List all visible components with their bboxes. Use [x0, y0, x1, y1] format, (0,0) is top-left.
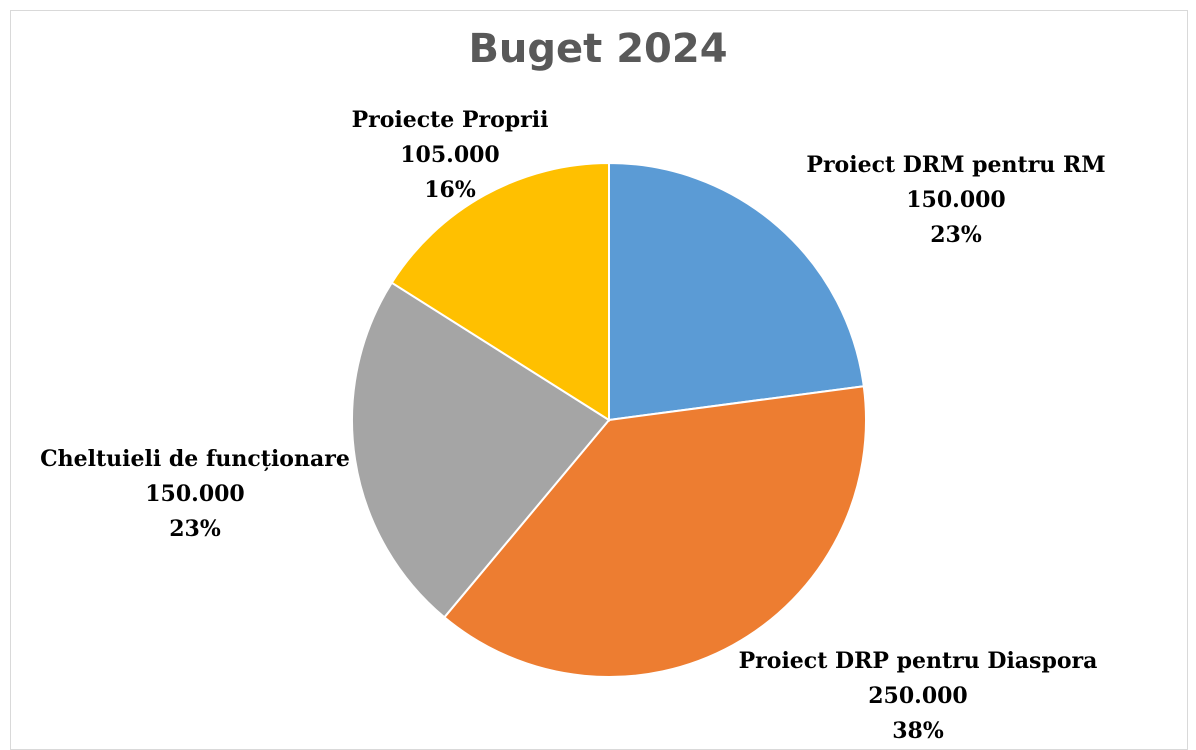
data-label-percent-1: 23%	[930, 222, 982, 248]
pie-slice-1	[608, 161, 865, 422]
pie-slice-2	[442, 385, 867, 678]
data-label-percent-3: 23%	[169, 516, 221, 542]
data-label-value-2: 250.000	[868, 683, 968, 709]
data-label-category-3: Cheltuieli de funcționare	[40, 446, 350, 472]
pie-slice-4	[390, 161, 610, 422]
data-label-value-3: 150.000	[145, 481, 245, 507]
data-label-percent-4: 16%	[424, 177, 476, 203]
data-label-category-2: Proiect DRP pentru Diaspora	[739, 648, 1098, 674]
data-label-value-1: 150.000	[906, 187, 1006, 213]
data-label-value-4: 105.000	[400, 142, 500, 168]
data-label-category-4: Proiecte Proprii	[352, 107, 549, 133]
chart-title: Buget 2024	[468, 26, 728, 72]
data-label-percent-2: 38%	[892, 718, 944, 742]
pie-slice-3	[351, 281, 611, 619]
data-label-category-1: Proiect DRM pentru RM	[806, 152, 1105, 178]
